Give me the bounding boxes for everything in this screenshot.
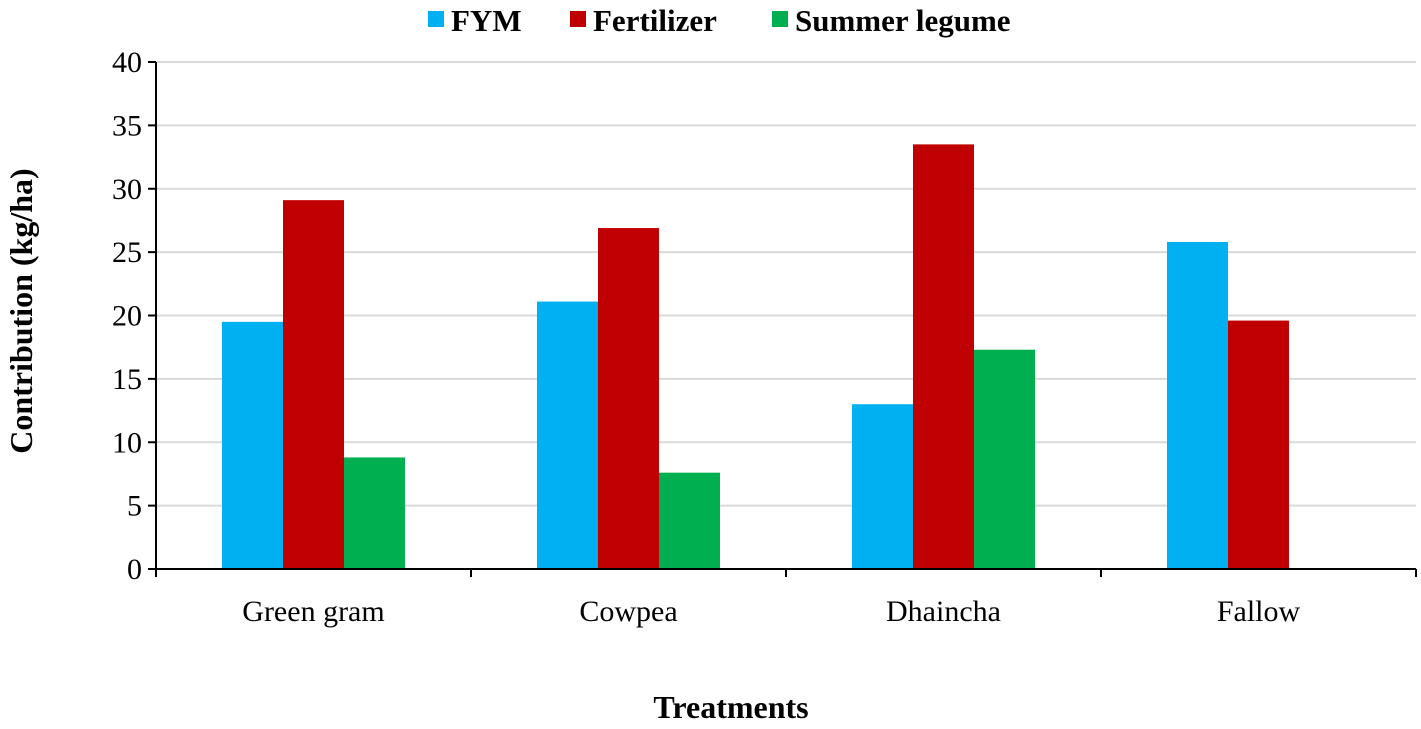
bar-fym-green-gram xyxy=(222,321,283,569)
x-tick-label: Fallow xyxy=(1217,595,1301,628)
y-tick-label: 40 xyxy=(112,46,142,79)
legend: FYM Fertilizer Summer legume xyxy=(428,3,1011,38)
bar-fym-cowpea xyxy=(537,301,598,569)
x-axis-title: Treatments xyxy=(653,689,808,725)
y-tick-label: 35 xyxy=(112,109,142,142)
bar-summer-legume-dhaincha xyxy=(974,349,1035,569)
gridlines xyxy=(156,61,1416,507)
bar-fertilizer-cowpea xyxy=(598,228,659,570)
y-tick-label: 25 xyxy=(112,236,142,269)
x-tick-label: Green gram xyxy=(242,595,384,628)
legend-swatch-summer-legume xyxy=(772,11,788,27)
axes: 0 5 10 15 20 25 30 35 40 Green gram Cowpea Dhaincha… xyxy=(112,46,1417,628)
legend-label: Fertilizer xyxy=(593,3,717,38)
bar-fym-fallow xyxy=(1167,241,1228,570)
y-tick-label: 20 xyxy=(112,300,142,333)
legend-label: Summer legume xyxy=(795,3,1011,38)
bar-summer-legume-cowpea xyxy=(659,472,720,569)
bar-fertilizer-dhaincha xyxy=(913,144,974,569)
x-tick-label: Dhaincha xyxy=(886,595,1001,628)
y-tick-label: 15 xyxy=(112,363,142,396)
bar-fertilizer-green-gram xyxy=(283,200,344,569)
y-tick-label: 0 xyxy=(127,553,142,586)
y-tick-label: 10 xyxy=(112,426,142,459)
bar-fertilizer-fallow xyxy=(1228,320,1289,569)
bar-summer-legume-green-gram xyxy=(344,457,405,569)
legend-swatch-fertilizer xyxy=(570,11,586,27)
y-tick-label: 5 xyxy=(127,490,142,523)
legend-label: FYM xyxy=(451,3,522,38)
y-axis-title: Contribution (kg/ha) xyxy=(3,168,39,453)
bars xyxy=(222,144,1289,570)
legend-swatch-fym xyxy=(428,11,444,27)
y-tick-label: 30 xyxy=(112,173,142,206)
x-tick-label: Cowpea xyxy=(579,595,677,628)
bar-fym-dhaincha xyxy=(852,404,913,569)
